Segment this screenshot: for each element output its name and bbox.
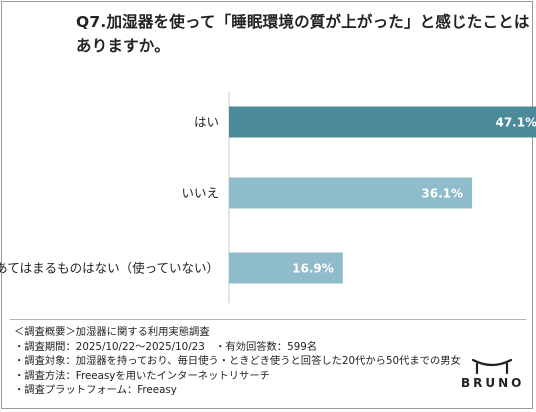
bar-value-label: 16.9%	[292, 262, 334, 276]
chart-title: Q7.加湿器を使って「睡眠環境の質が上がった」と感じたことは ありますか。	[76, 10, 530, 58]
survey-note-overview: ＜調査概要＞加湿器に関する利用実態調査	[14, 326, 210, 338]
bruno-pot-logo-icon	[471, 358, 513, 375]
category-label: いいえ	[181, 186, 219, 201]
survey-note-platform: ・調査プラットフォーム：Freeasy	[14, 384, 177, 396]
category-label: あてはまるものはない（使っていない）	[0, 261, 219, 276]
survey-note-period: ・調査期間：2025/10/22～2025/10/23 ・有効回答数：599名	[14, 340, 318, 353]
bar-value-label: 36.1%	[421, 187, 463, 201]
bar	[229, 177, 473, 209]
bar-value-label: 47.1%	[495, 116, 536, 130]
category-label: はい	[194, 115, 219, 130]
title-line-1: Q7.加湿器を使って「睡眠環境の質が上がった」と感じたことは	[76, 13, 530, 31]
brand-name: BRUNO	[461, 376, 525, 390]
survey-note-target: ・調査対象：加湿器を持っており、毎日使う・ときどき使うと回答した20代から50代…	[14, 355, 461, 367]
section-divider	[10, 319, 526, 320]
survey-note-method: ・調査方法：Freeasyを用いたインターネットリサーチ	[14, 369, 270, 382]
bars-layer: はい 47.1% いいえ 36.1% あてはまるものはない（使っていない） 16.9%	[0, 106, 536, 284]
survey-notes: ＜調査概要＞加湿器に関する利用実態調査 ・調査期間：2025/10/22～202…	[14, 325, 461, 398]
bar	[229, 252, 343, 284]
bar-chart: はい 47.1% いいえ 36.1% あてはまるものはない（使っていない） 16.9%	[0, 92, 536, 303]
bar	[229, 106, 536, 138]
title-line-2: ありますか。	[76, 37, 170, 55]
